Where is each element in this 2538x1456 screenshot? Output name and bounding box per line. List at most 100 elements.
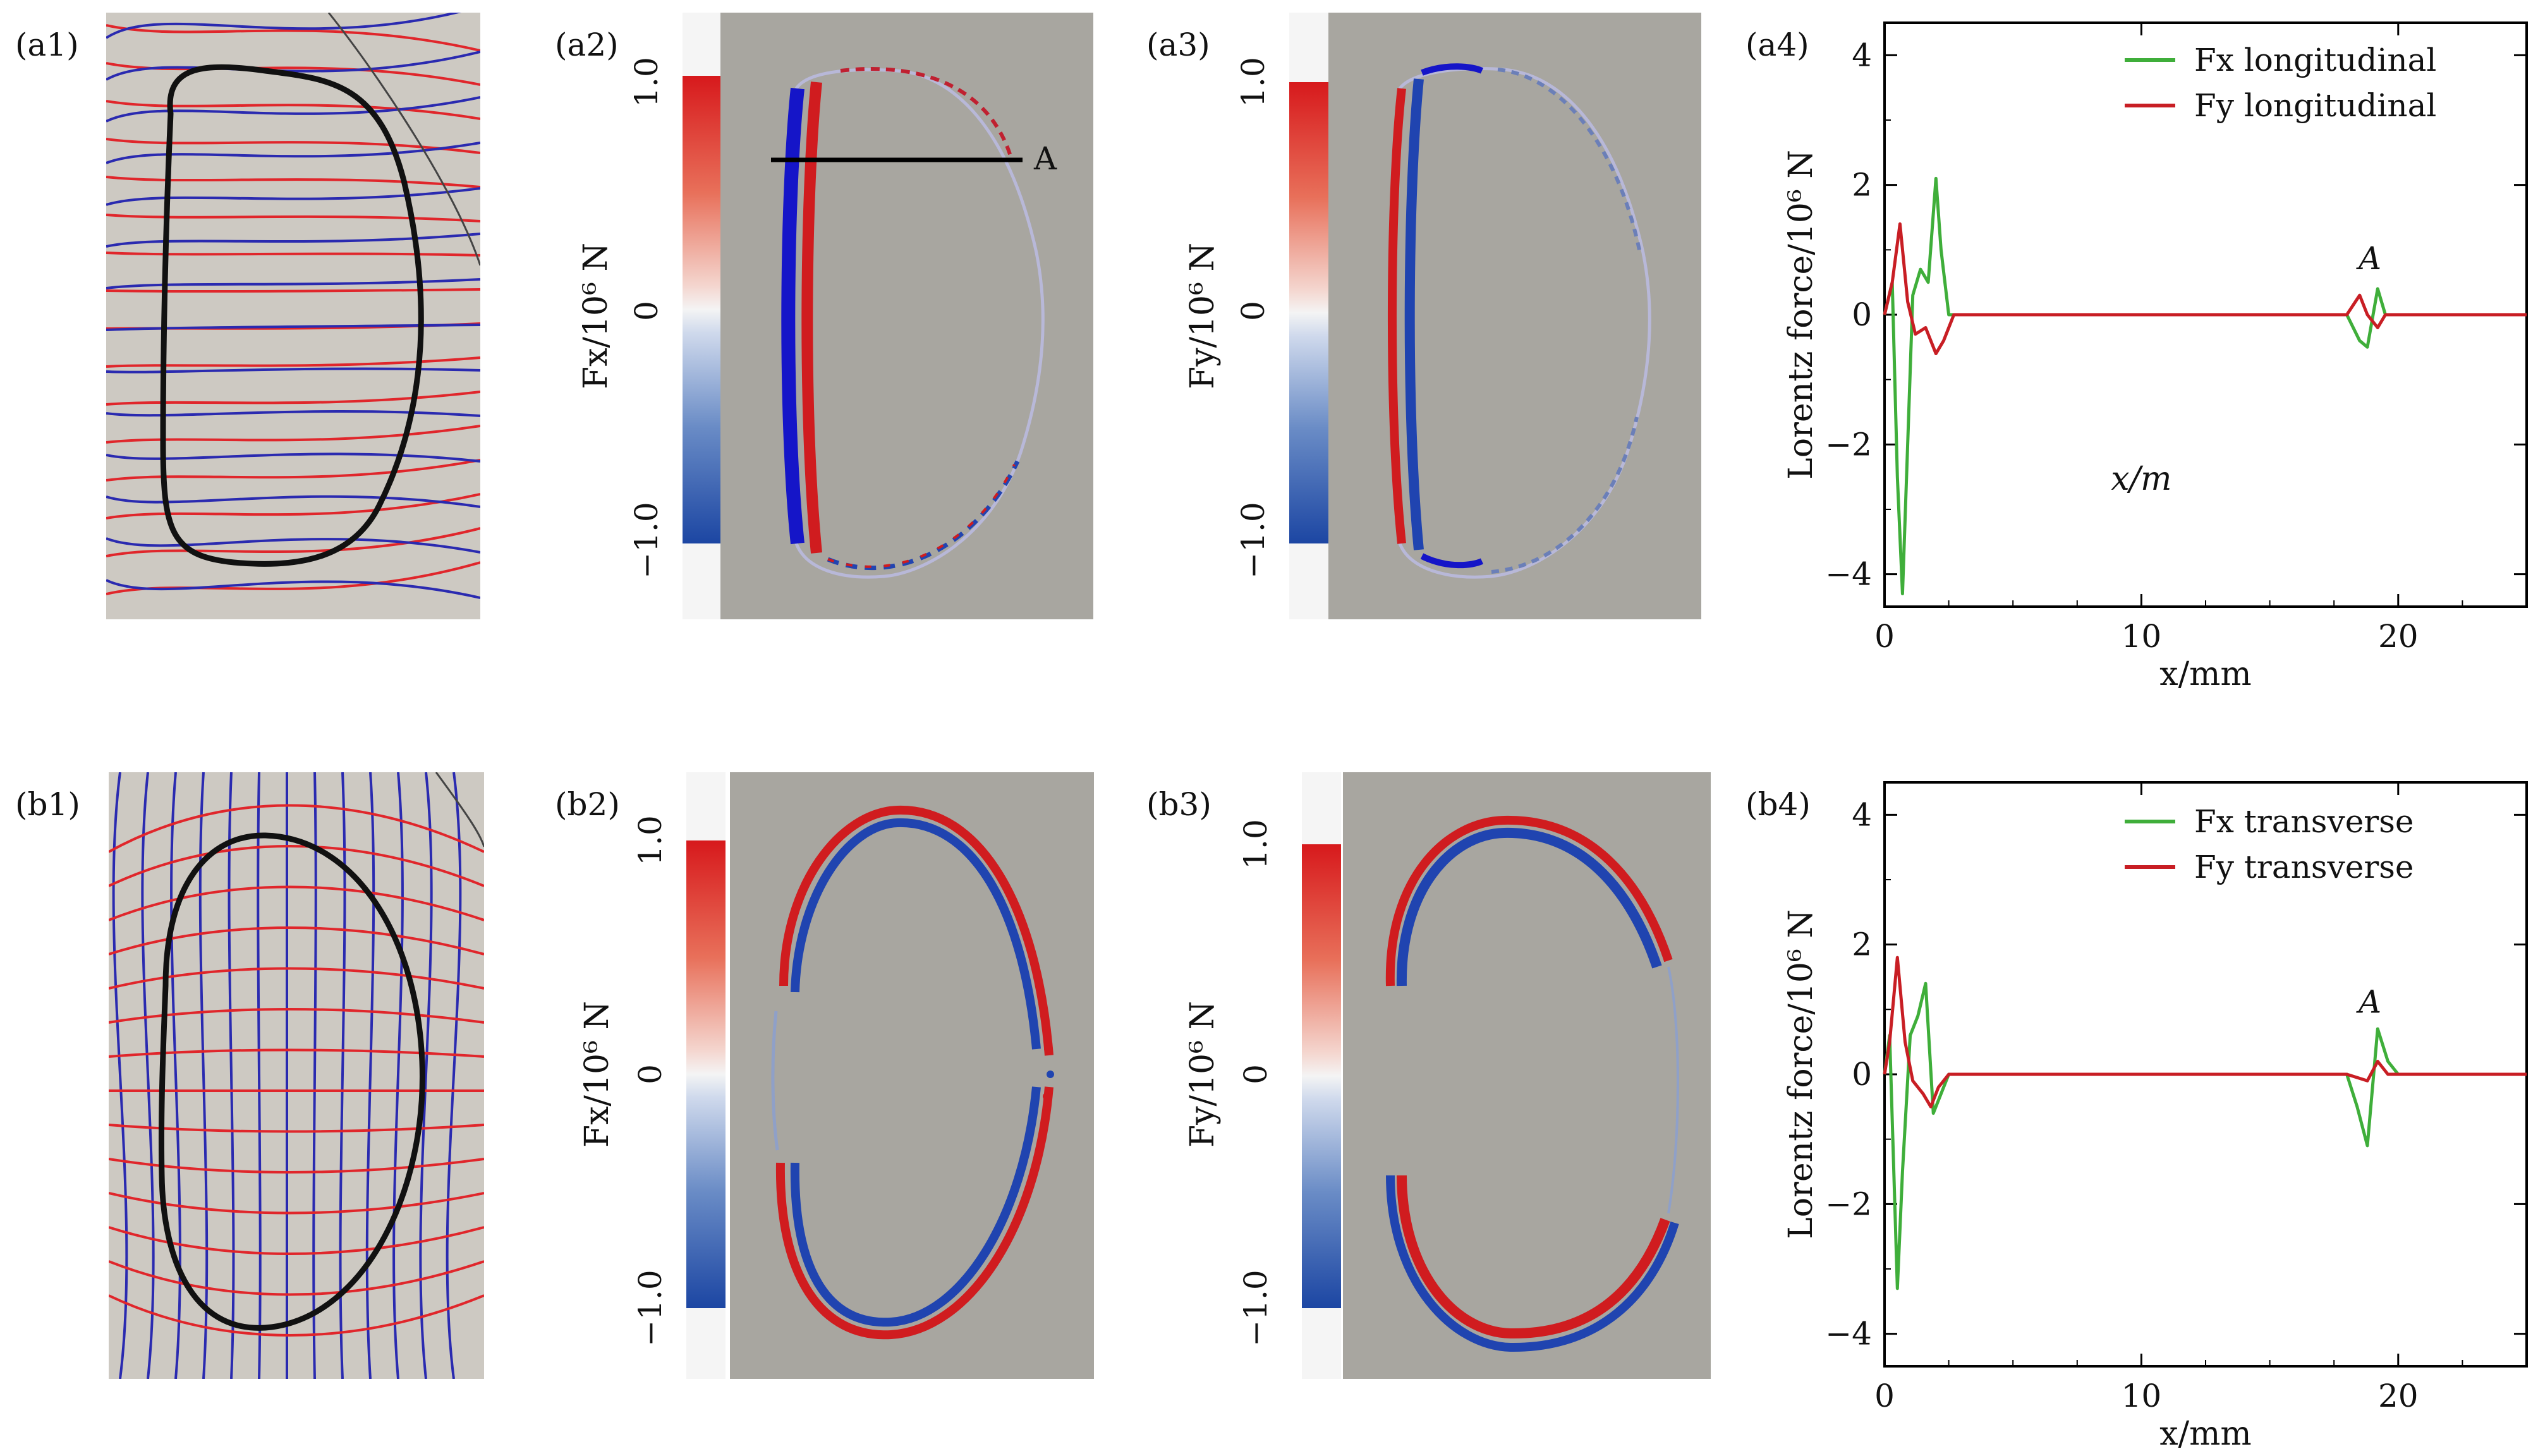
series-line — [1883, 222, 2527, 356]
series-line — [1883, 956, 2527, 1108]
field-map-b2 — [730, 772, 1094, 1379]
field-band-red — [1385, 815, 1673, 986]
field-line-blue — [112, 772, 128, 1379]
legend-label: Fx transverse — [2194, 803, 2414, 840]
colorbar-label: Fx/10⁶ N — [578, 1001, 616, 1148]
field-line-blue — [106, 579, 480, 599]
colorbar-a2: 1.0 0 −1.0 Fx/10⁶ N — [577, 13, 720, 619]
field-line-blue — [141, 772, 155, 1379]
field-line-blue — [106, 142, 480, 164]
field-band-ripple — [827, 460, 1020, 571]
field-outline — [794, 68, 1045, 579]
field-map-b3 — [1343, 772, 1711, 1379]
field-line-blue — [106, 13, 462, 39]
field-band-red — [775, 1086, 1053, 1340]
y-tick-label: 0 — [1852, 1056, 1872, 1093]
field-line-sketch-a1 — [106, 13, 480, 619]
cut-line-label: A — [1033, 140, 1057, 177]
y-tick-label: 2 — [1852, 926, 1872, 963]
field-line-blue — [198, 772, 209, 1379]
y-axis-label: Lorentz force/10⁶ N — [1782, 909, 1820, 1239]
colorbar-tick: −1.0 — [1235, 502, 1272, 578]
colorbar-tick: 1.0 — [628, 57, 665, 107]
legend-label: Fy longitudinal — [2194, 87, 2436, 124]
field-lines — [109, 772, 484, 1379]
field-map-a3 — [1328, 13, 1701, 619]
y-axis-label: Lorentz force/10⁶ N — [1782, 150, 1820, 480]
field-band-ripple — [1667, 966, 1679, 1214]
field-line-red — [106, 138, 480, 154]
field-line-blue — [106, 233, 480, 248]
y-tick-label: −4 — [1825, 1316, 1872, 1352]
panel-label-a3: (a3) — [1146, 27, 1210, 63]
field-line-blue — [228, 772, 235, 1379]
field-line-blue — [106, 452, 480, 463]
field-band-red — [1397, 1175, 1670, 1339]
field-line-blue — [419, 772, 433, 1379]
field-line-red — [109, 885, 484, 921]
colorbar-label: Fx/10⁶ N — [577, 243, 615, 389]
field-line-blue — [106, 537, 480, 554]
field-line-sketch-b1 — [109, 772, 484, 1379]
field-line-blue — [106, 324, 480, 331]
field-line-red — [109, 926, 484, 956]
field-line-red — [109, 845, 484, 887]
field-band-red — [1387, 88, 1406, 544]
y-tick-label: 2 — [1852, 167, 1872, 203]
field-band-ripple — [1497, 68, 1642, 253]
colorbar-label: Fy/10⁶ N — [1184, 1001, 1222, 1148]
field-line-red — [109, 1008, 484, 1024]
y-tick-label: −2 — [1825, 1186, 1872, 1222]
line-plot-a4: 0 10 20 −4 −2 0 2 4 x/mm Lorentz force/10⁶ N Fx lo… — [1782, 21, 2528, 693]
panel-label-b3: (b3) — [1146, 786, 1211, 823]
field-band-blue — [1396, 827, 1662, 986]
annotation-A: A — [2356, 240, 2381, 277]
field-line-red — [106, 459, 480, 482]
x-tick-label: 10 — [2122, 1378, 2162, 1414]
field-line-blue — [257, 772, 262, 1379]
field-map-a2: A — [720, 13, 1093, 619]
field-band-blue — [1421, 63, 1484, 76]
inner-axis-label: x/m — [2111, 460, 2171, 498]
colorbar-tick: 0 — [1235, 301, 1272, 321]
series-line — [1883, 981, 2527, 1290]
field-background — [720, 13, 1093, 619]
field-line-red — [109, 1260, 484, 1296]
field-band-ripple — [827, 464, 1016, 568]
colorbar-gradient — [686, 840, 726, 1308]
field-band-red — [779, 805, 1053, 1056]
vessel-wall — [327, 13, 480, 266]
panel-label-a2: (a2) — [555, 27, 619, 63]
x-tick-label: 0 — [1874, 618, 1895, 655]
panel-label-b4: (b4) — [1746, 786, 1811, 823]
field-line-red — [106, 176, 480, 188]
colorbar-tick: 1.0 — [1235, 57, 1272, 107]
colorbar-b2: 1.0 0 −1.0 Fx/10⁶ N — [578, 772, 726, 1379]
field-spot — [1047, 1071, 1054, 1078]
field-band-blue — [1386, 1175, 1679, 1352]
annotation-A: A — [2356, 983, 2381, 1020]
field-line-blue — [106, 495, 480, 508]
field-band-ripple — [771, 1010, 779, 1151]
line-plot-b4: 0 10 20 −4 −2 0 2 4 x/mm Lorentz force/10⁶ N Fx tr… — [1782, 781, 2528, 1453]
field-line-red — [109, 804, 484, 853]
colorbar-gradient — [1289, 82, 1328, 543]
field-background — [730, 772, 1094, 1379]
panel-label-a4: (a4) — [1746, 27, 1809, 63]
field-line-blue — [106, 96, 480, 123]
series-line — [1883, 176, 2527, 595]
field-line-blue — [446, 772, 462, 1379]
field-line-red — [109, 1192, 484, 1215]
y-tick-label: 4 — [1852, 37, 1872, 73]
field-line-blue — [106, 367, 480, 373]
field-line-red — [106, 425, 480, 444]
field-band-red — [801, 82, 822, 554]
y-tick-label: 4 — [1852, 796, 1872, 833]
field-line-blue — [106, 278, 480, 289]
colorbar-tick: 0 — [1237, 1064, 1274, 1084]
colorbar-tick: 0 — [632, 1064, 669, 1084]
x-tick-label: 10 — [2122, 618, 2162, 655]
field-spot — [1043, 1093, 1050, 1100]
field-line-red — [109, 1226, 484, 1255]
